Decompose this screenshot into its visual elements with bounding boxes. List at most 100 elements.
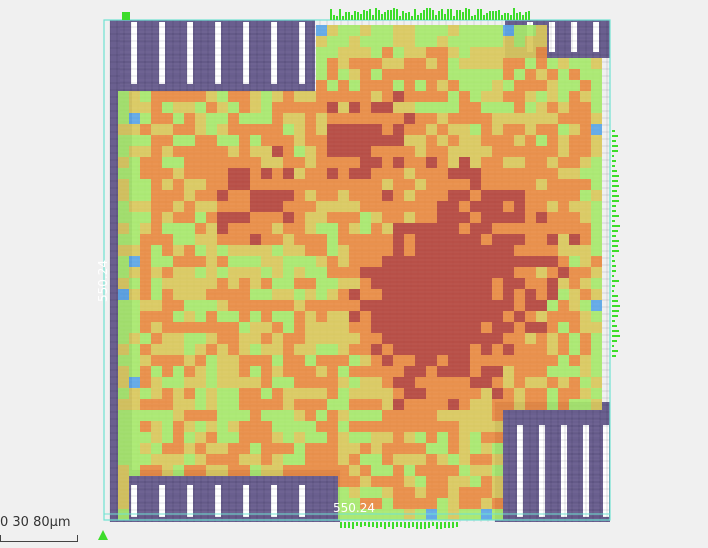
density-cell bbox=[338, 311, 349, 322]
density-cell bbox=[426, 432, 437, 443]
density-cell bbox=[162, 344, 173, 355]
density-cell bbox=[371, 223, 382, 234]
density-cell bbox=[327, 245, 338, 256]
density-cell bbox=[426, 278, 437, 289]
density-cell bbox=[294, 146, 305, 157]
density-cell bbox=[217, 344, 228, 355]
density-cell bbox=[481, 311, 492, 322]
io-pin bbox=[339, 9, 341, 20]
density-cell bbox=[558, 69, 569, 80]
density-cell bbox=[382, 300, 393, 311]
density-cell bbox=[129, 443, 140, 454]
density-cell bbox=[591, 267, 602, 278]
density-cell bbox=[371, 355, 382, 366]
density-cell bbox=[283, 245, 294, 256]
density-cell bbox=[536, 333, 547, 344]
density-cell bbox=[272, 245, 283, 256]
density-cell bbox=[239, 300, 250, 311]
io-pin bbox=[612, 145, 618, 147]
density-cell bbox=[206, 212, 217, 223]
density-cell bbox=[514, 146, 525, 157]
density-cell bbox=[206, 124, 217, 135]
density-cell bbox=[338, 421, 349, 432]
density-cell bbox=[481, 355, 492, 366]
density-cell bbox=[448, 377, 459, 388]
density-cell bbox=[503, 234, 514, 245]
density-cell bbox=[239, 113, 250, 124]
density-cell bbox=[228, 245, 239, 256]
density-cell bbox=[316, 25, 327, 36]
density-cell bbox=[228, 113, 239, 124]
density-cell bbox=[448, 58, 459, 69]
density-cell bbox=[481, 212, 492, 223]
scale-bar: 0 30 80μm bbox=[0, 515, 110, 545]
density-cell bbox=[294, 256, 305, 267]
density-cell bbox=[393, 212, 404, 223]
density-cell bbox=[459, 80, 470, 91]
density-cell bbox=[360, 124, 371, 135]
density-cell bbox=[239, 388, 250, 399]
density-cell bbox=[272, 366, 283, 377]
density-cell bbox=[316, 36, 327, 47]
density-cell bbox=[239, 410, 250, 421]
density-cell bbox=[492, 58, 503, 69]
density-cell bbox=[118, 300, 129, 311]
density-cell bbox=[536, 245, 547, 256]
density-cell bbox=[415, 201, 426, 212]
density-cell bbox=[382, 201, 393, 212]
io-pin bbox=[380, 522, 382, 527]
density-cell bbox=[118, 355, 129, 366]
io-pin bbox=[612, 335, 620, 337]
density-cell bbox=[195, 113, 206, 124]
density-cell bbox=[206, 454, 217, 465]
density-cell bbox=[426, 245, 437, 256]
density-cell bbox=[118, 289, 129, 300]
density-cell bbox=[261, 465, 272, 476]
density-cell bbox=[140, 256, 151, 267]
density-cell bbox=[547, 113, 558, 124]
density-cell bbox=[558, 212, 569, 223]
density-cell bbox=[195, 454, 206, 465]
density-cell bbox=[525, 388, 536, 399]
density-cell bbox=[536, 47, 547, 58]
density-cell bbox=[151, 212, 162, 223]
density-cell bbox=[327, 322, 338, 333]
density-cell bbox=[294, 410, 305, 421]
density-cell bbox=[382, 344, 393, 355]
density-cell bbox=[206, 366, 217, 377]
density-cell bbox=[437, 124, 448, 135]
density-cell bbox=[470, 388, 481, 399]
density-cell bbox=[426, 256, 437, 267]
density-cell bbox=[327, 102, 338, 113]
density-cell bbox=[481, 223, 492, 234]
density-cell bbox=[316, 69, 327, 80]
density-cell bbox=[503, 344, 514, 355]
density-cell bbox=[118, 245, 129, 256]
density-cell bbox=[261, 157, 272, 168]
density-cell bbox=[250, 245, 261, 256]
density-cell bbox=[470, 256, 481, 267]
density-cell bbox=[217, 300, 228, 311]
density-cell bbox=[239, 212, 250, 223]
density-cell bbox=[305, 322, 316, 333]
density-cell bbox=[327, 212, 338, 223]
density-cell bbox=[118, 432, 129, 443]
density-cell bbox=[239, 289, 250, 300]
density-cell bbox=[470, 421, 481, 432]
density-cell bbox=[195, 168, 206, 179]
density-cell bbox=[459, 25, 470, 36]
io-pin bbox=[360, 522, 362, 527]
density-cell bbox=[206, 245, 217, 256]
density-cell bbox=[140, 212, 151, 223]
density-cell bbox=[404, 25, 415, 36]
density-cell bbox=[591, 245, 602, 256]
density-cell bbox=[393, 113, 404, 124]
density-cell bbox=[360, 102, 371, 113]
density-cell bbox=[536, 366, 547, 377]
density-cell bbox=[393, 256, 404, 267]
density-cell bbox=[195, 201, 206, 212]
density-cell bbox=[338, 201, 349, 212]
density-cell bbox=[206, 179, 217, 190]
